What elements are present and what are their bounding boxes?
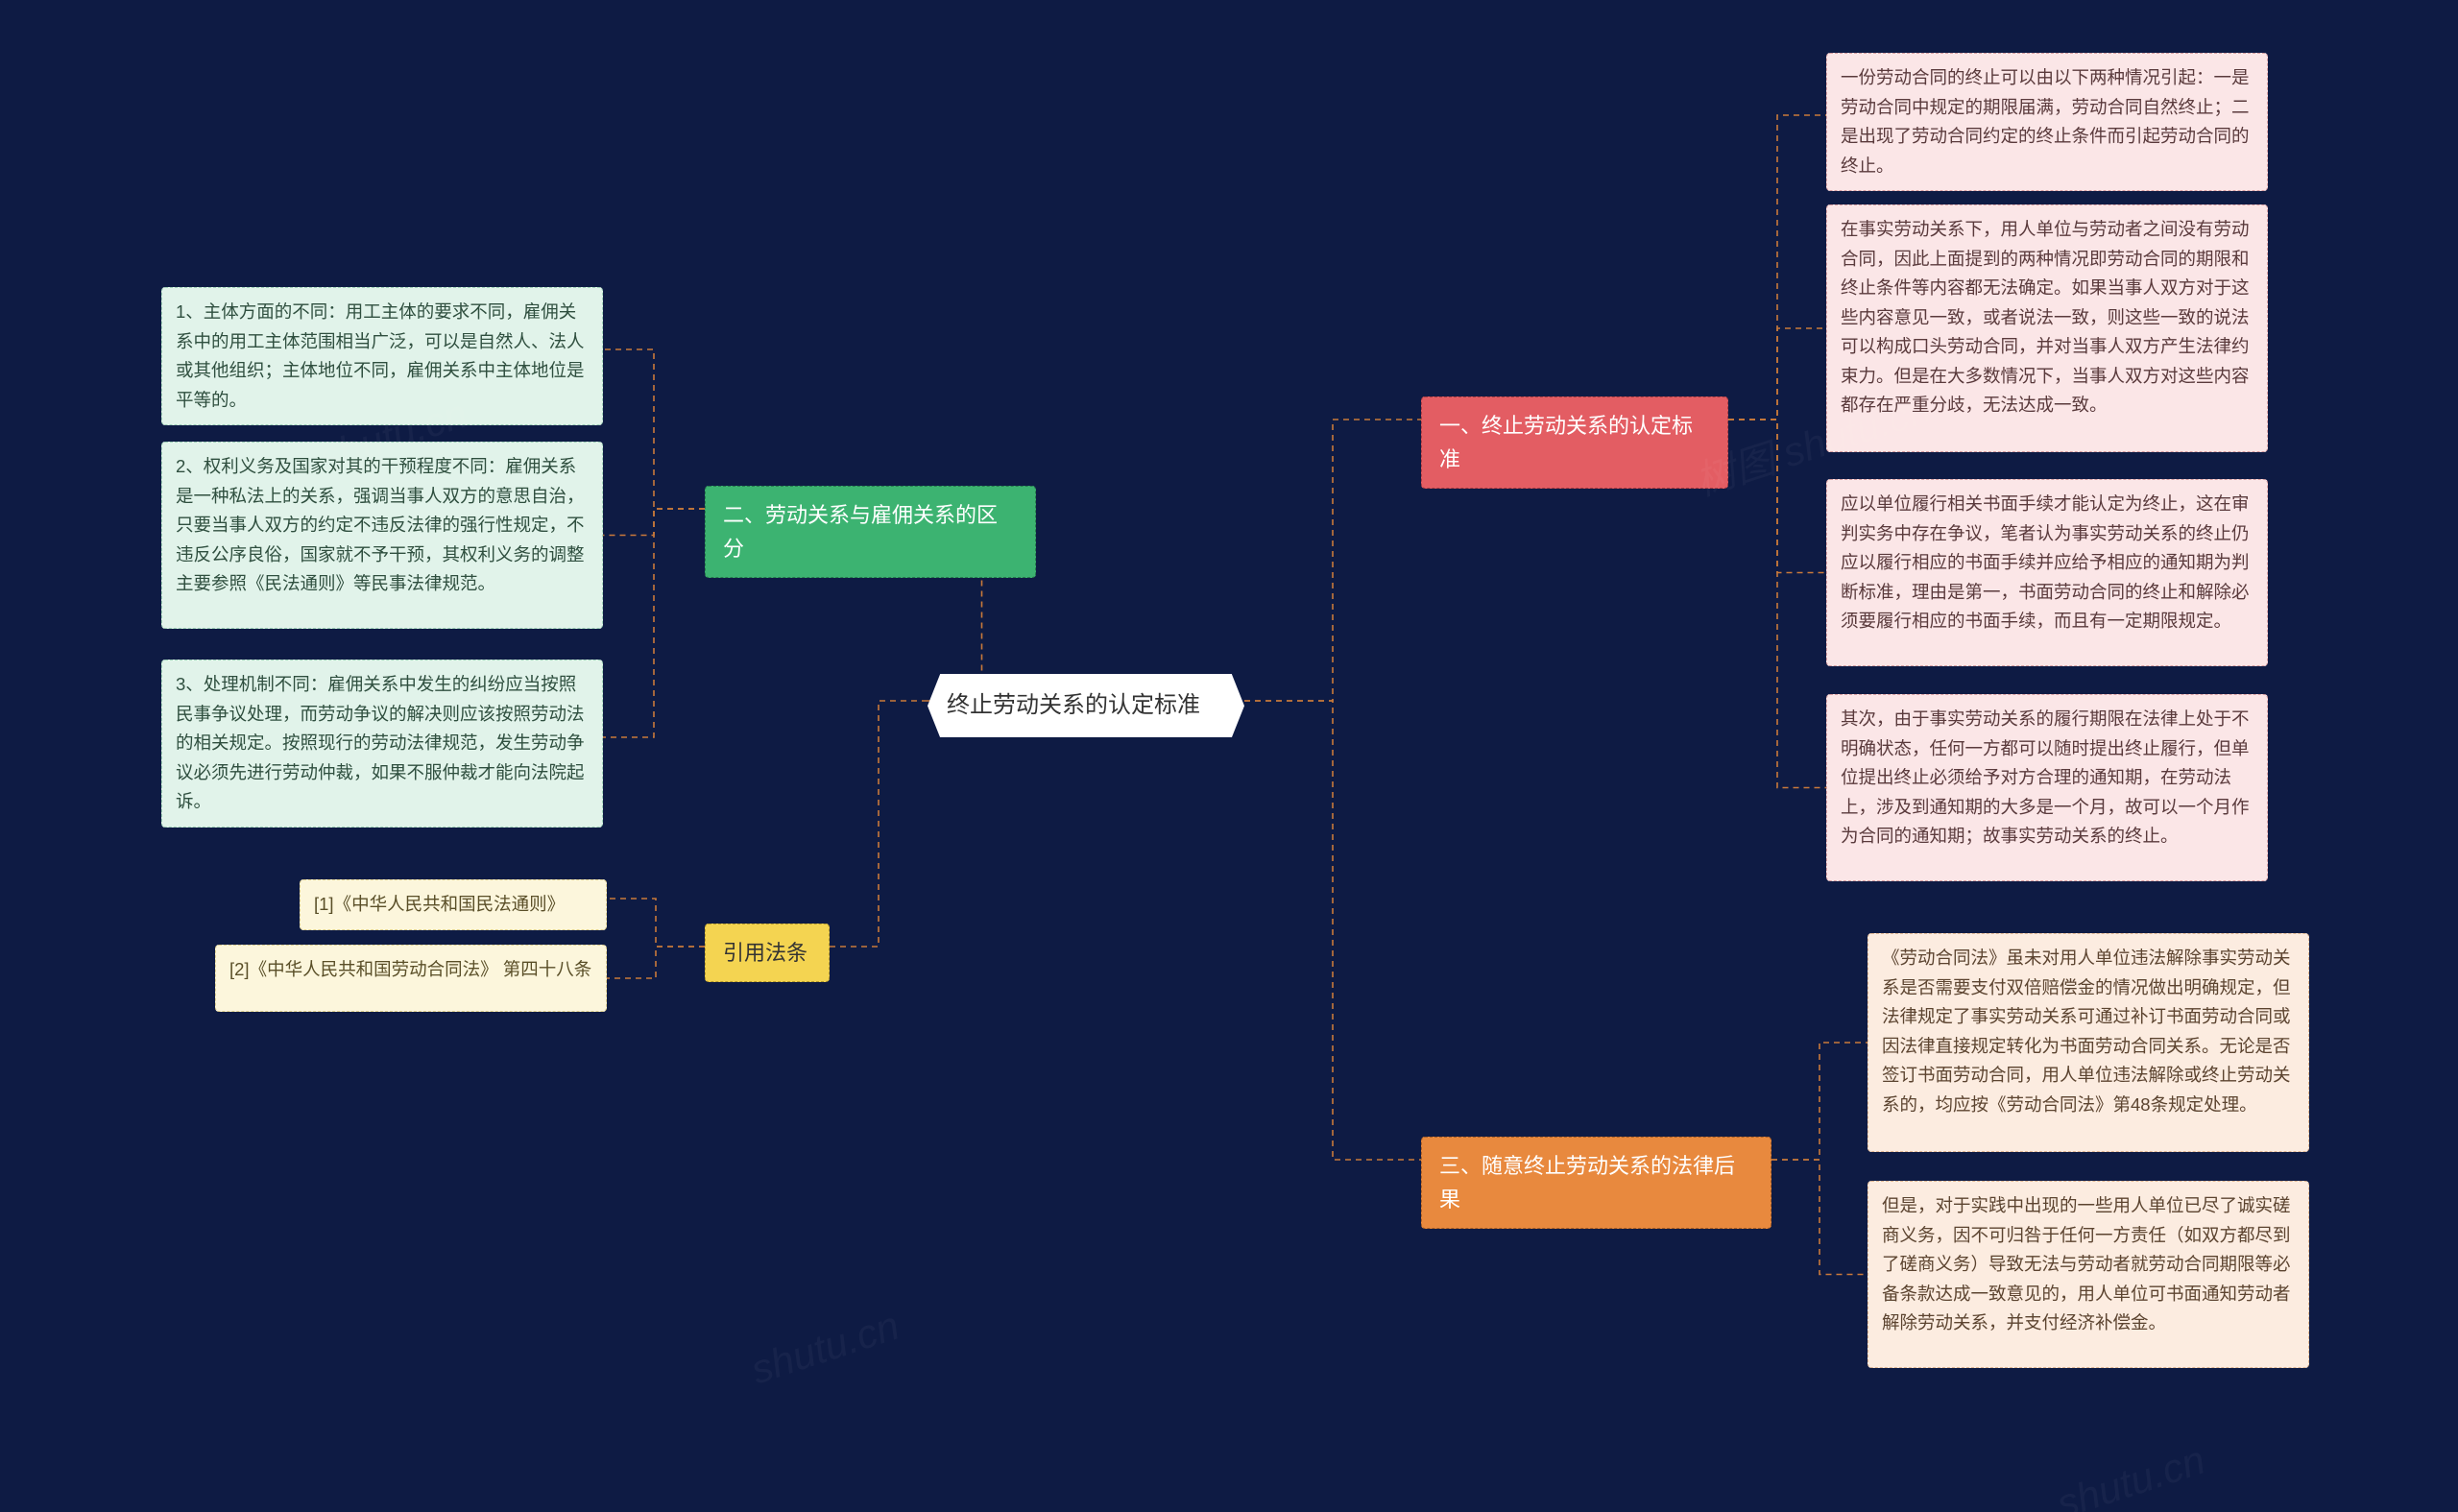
leaf-b3-1: 但是，对于实践中出现的一些用人单位已尽了诚实磋商义务，因不可归咎于任何一方责任（…	[1868, 1181, 2309, 1368]
leaf-b3-0: 《劳动合同法》虽未对用人单位违法解除事实劳动关系是否需要支付双倍赔偿金的情况做出…	[1868, 933, 2309, 1152]
leaf-b2-2: 3、处理机制不同：雇佣关系中发生的纠纷应当按照民事争议处理，而劳动争议的解决则应…	[161, 660, 603, 828]
branch-b1: 一、终止劳动关系的认定标准	[1421, 396, 1728, 489]
leaf-b2-1: 2、权利义务及国家对其的干预程度不同：雇佣关系是一种私法上的关系，强调当事人双方…	[161, 442, 603, 629]
leaf-b1-0: 一份劳动合同的终止可以由以下两种情况引起：一是劳动合同中规定的期限届满，劳动合同…	[1826, 53, 2268, 191]
leaf-b1-3: 其次，由于事实劳动关系的履行期限在法律上处于不明确状态，任何一方都可以随时提出终…	[1826, 694, 2268, 881]
branch-b4: 引用法条	[705, 924, 830, 982]
watermark-3: shutu.cn	[2051, 1437, 2210, 1512]
branch-b2: 二、劳动关系与雇佣关系的区分	[705, 486, 1036, 578]
branch-b3: 三、随意终止劳动关系的法律后果	[1421, 1137, 1771, 1229]
leaf-b1-1: 在事实劳动关系下，用人单位与劳动者之间没有劳动合同，因此上面提到的两种情况即劳动…	[1826, 204, 2268, 452]
leaf-b4-1: [2]《中华人民共和国劳动合同法》 第四十八条	[215, 945, 607, 1012]
leaf-b1-2: 应以单位履行相关书面手续才能认定为终止，这在审判实务中存在争议，笔者认为事实劳动…	[1826, 479, 2268, 666]
leaf-b4-0: [1]《中华人民共和国民法通则》	[300, 879, 607, 930]
root-node: 终止劳动关系的认定标准	[928, 674, 1244, 737]
watermark-2: shutu.cn	[745, 1303, 904, 1394]
leaf-b2-0: 1、主体方面的不同：用工主体的要求不同，雇佣关系中的用工主体范围相当广泛，可以是…	[161, 287, 603, 425]
